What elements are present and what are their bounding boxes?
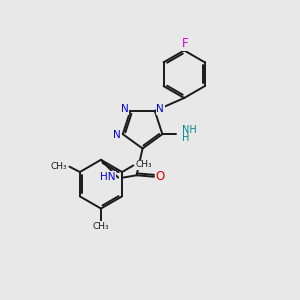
Text: O: O: [156, 170, 165, 183]
Text: N: N: [121, 104, 129, 114]
Text: N: N: [156, 104, 164, 114]
Text: CH₃: CH₃: [93, 222, 109, 231]
Text: NH: NH: [182, 125, 197, 135]
Text: HN: HN: [100, 172, 116, 182]
Text: H: H: [182, 133, 190, 143]
Text: CH₃: CH₃: [136, 160, 152, 169]
Text: N: N: [113, 130, 121, 140]
Text: CH₃: CH₃: [50, 162, 67, 171]
Text: F: F: [182, 38, 189, 50]
